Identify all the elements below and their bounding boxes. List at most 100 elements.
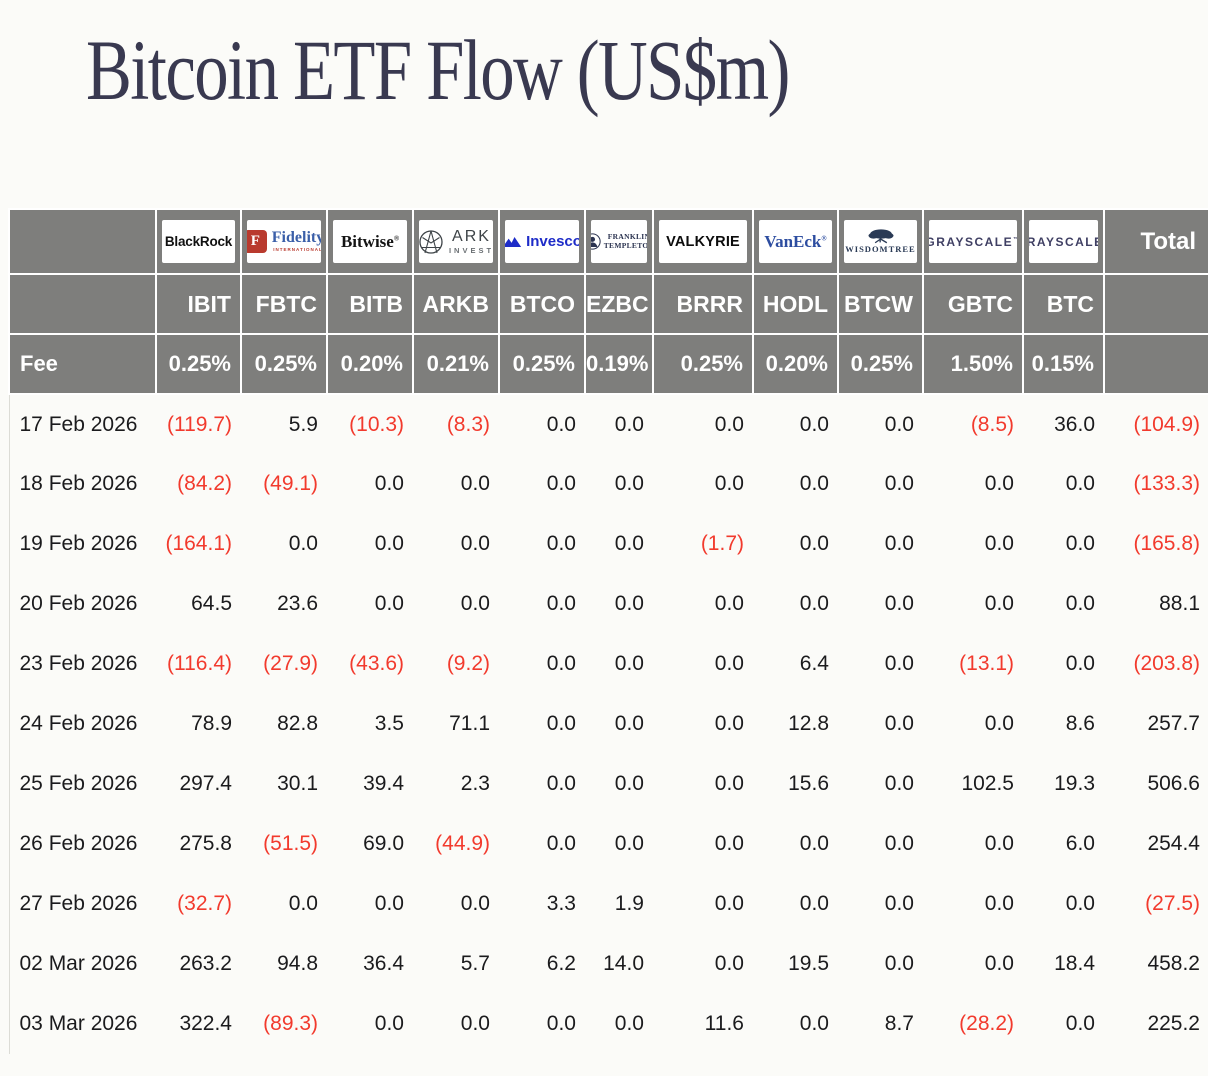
flow-value: 0.0 <box>460 892 490 915</box>
empty-cell <box>8 273 157 335</box>
ark-logo-text: ARK <box>452 227 491 245</box>
wisdomtree-logo-text: WISDOMTREE <box>845 244 916 255</box>
corner-cell <box>8 208 157 275</box>
flow-value: 0.0 <box>884 772 914 795</box>
fee-fbtc: 0.25% <box>240 333 328 395</box>
flow-value: 0.0 <box>984 532 1014 555</box>
flow-value: 0.0 <box>546 472 576 495</box>
row-date: 26 Feb 2026 <box>8 814 156 874</box>
flow-value: (51.5) <box>263 832 318 855</box>
flow-value: 0.0 <box>799 892 829 915</box>
flow-value: (44.9) <box>435 832 490 855</box>
flow-value: 0.0 <box>614 1012 644 1035</box>
flow-row: 20 Feb 2026 64.5 23.6 0.0 0.0 0.0 0.0 0.0 0.0 0.0… <box>8 574 1208 634</box>
flow-value: 0.0 <box>884 532 914 555</box>
flow-value: 297.4 <box>179 772 232 795</box>
flow-row: 27 Feb 2026 (32.7) 0.0 0.0 0.0 3.3 1.9 0.0 0.0 0.… <box>8 874 1208 934</box>
flow-value: 0.0 <box>614 772 644 795</box>
row-total-value: 257.7 <box>1147 712 1200 735</box>
row-date: 24 Feb 2026 <box>8 694 156 754</box>
flow-value: 0.0 <box>614 712 644 735</box>
flow-value: 14.0 <box>603 952 644 975</box>
flow-value: 0.0 <box>546 412 576 436</box>
row-date: 03 Mar 2026 <box>8 994 156 1054</box>
flow-value: 0.0 <box>799 1012 829 1035</box>
fee-bitb: 0.20% <box>326 333 414 395</box>
franklin-logo-text: FRANKLIN <box>607 232 647 242</box>
flow-value: 0.0 <box>884 412 914 436</box>
flow-row: 24 Feb 2026 78.9 82.8 3.5 71.1 0.0 0.0 0.0 12.8 0… <box>8 694 1208 754</box>
vaneck-logo: VanEck® <box>759 220 832 263</box>
fidelity-logo: F Fidelity INTERNATIONAL <box>247 220 321 263</box>
fee-ezbc: 0.19% <box>584 333 654 395</box>
row-total-value: (203.8) <box>1133 652 1200 675</box>
flow-value: 0.0 <box>714 592 744 615</box>
flow-value: 0.0 <box>460 1012 490 1035</box>
fidelity-f-icon: F <box>247 230 267 253</box>
wisdomtree-logo: WISDOMTREE <box>844 220 917 263</box>
flow-value: 0.0 <box>460 532 490 555</box>
flow-value: 36.0 <box>1054 412 1095 436</box>
flow-value: 69.0 <box>363 832 404 855</box>
ticker-btco: BTCO <box>498 273 586 335</box>
issuer-logo-row: BlackRock F Fidelity INTERNATIONAL Bit <box>8 208 1208 275</box>
flow-value: 0.0 <box>884 892 914 915</box>
ticker-gbtc: GBTC <box>922 273 1024 335</box>
flow-value: 263.2 <box>179 952 232 975</box>
etf-flow-table: BlackRock F Fidelity INTERNATIONAL Bit <box>8 208 1208 1054</box>
row-total-value: 254.4 <box>1147 832 1200 855</box>
flow-value: 0.0 <box>799 472 829 495</box>
flow-value: 64.5 <box>191 592 232 615</box>
flow-value: (13.1) <box>959 652 1014 675</box>
flow-value: 0.0 <box>546 832 576 855</box>
flow-value: 0.0 <box>714 952 744 975</box>
row-date: 19 Feb 2026 <box>8 514 156 574</box>
row-date: 25 Feb 2026 <box>8 754 156 814</box>
row-date: 23 Feb 2026 <box>8 634 156 694</box>
flow-value: 0.0 <box>884 712 914 735</box>
flow-value: 0.0 <box>374 472 404 495</box>
flow-value: 6.4 <box>799 652 829 675</box>
flow-value: 0.0 <box>984 712 1014 735</box>
ticker-brrr: BRRR <box>652 273 754 335</box>
flow-value: (10.3) <box>349 412 404 436</box>
flow-value: (49.1) <box>263 472 318 495</box>
flow-value: 0.0 <box>460 472 490 495</box>
flow-value: 0.0 <box>714 832 744 855</box>
flow-value: (8.5) <box>970 412 1014 436</box>
table-body: 17 Feb 2026 (119.7) 5.9 (10.3) (8.3) 0.0 0.0 0.… <box>8 394 1208 1054</box>
ticker-btcw: BTCW <box>837 273 924 335</box>
flow-value: 0.0 <box>714 652 744 675</box>
flow-value: 36.4 <box>363 952 404 975</box>
grayscale-logo-2-text: GRAYSCALE <box>1029 234 1098 249</box>
flow-value: 0.0 <box>884 832 914 855</box>
flow-value: 0.0 <box>714 472 744 495</box>
flow-value: 19.3 <box>1054 772 1095 795</box>
flow-value: 0.0 <box>1065 892 1095 915</box>
flow-row: 18 Feb 2026 (84.2) (49.1) 0.0 0.0 0.0 0.0 0.0 0.… <box>8 454 1208 514</box>
grayscale-logo-text: GRAYSCALE <box>929 234 1014 249</box>
flow-row: 17 Feb 2026 (119.7) 5.9 (10.3) (8.3) 0.0 0.0 0.… <box>8 394 1208 454</box>
ticker-ibit: IBIT <box>155 273 242 335</box>
vaneck-logo-text: VanEck <box>764 231 822 251</box>
fee-arkb: 0.21% <box>412 333 500 395</box>
valkyrie-logo: VALKYRIE <box>659 220 747 263</box>
flow-value: 0.0 <box>288 532 318 555</box>
flow-value: 19.5 <box>788 952 829 975</box>
flow-value: 1.9 <box>614 892 644 915</box>
flow-value: 18.4 <box>1054 952 1095 975</box>
total-column-header: Total <box>1103 208 1208 275</box>
flow-value: 0.0 <box>546 532 576 555</box>
ticker-bitb: BITB <box>326 273 414 335</box>
ticker-ezbc: EZBC <box>584 273 654 335</box>
flow-value: 0.0 <box>1065 592 1095 615</box>
flow-value: (1.7) <box>700 532 744 555</box>
empty-cell <box>1103 273 1208 335</box>
flow-value: 6.2 <box>546 952 576 975</box>
flow-value: 0.0 <box>714 712 744 735</box>
flow-value: 0.0 <box>984 472 1014 495</box>
flow-value: (27.9) <box>263 652 318 675</box>
flow-value: 8.6 <box>1065 712 1095 735</box>
flow-value: 8.7 <box>884 1012 914 1035</box>
flow-value: 0.0 <box>546 592 576 615</box>
